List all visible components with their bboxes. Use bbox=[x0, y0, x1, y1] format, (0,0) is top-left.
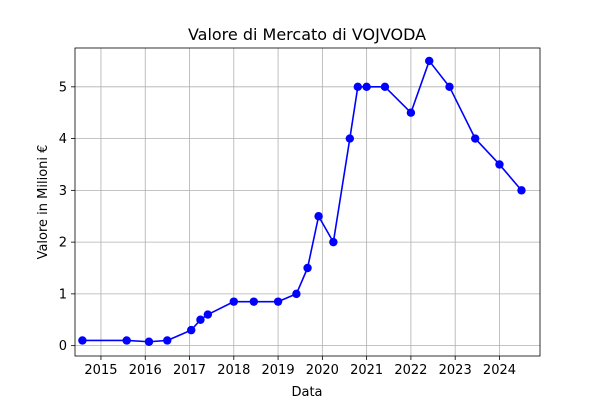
data-point bbox=[362, 82, 371, 92]
data-point bbox=[249, 297, 259, 306]
x-tick-label: 2018 bbox=[217, 363, 250, 378]
x-tick-label: 2019 bbox=[262, 363, 295, 378]
x-tick-label: 2023 bbox=[439, 363, 472, 378]
data-point bbox=[163, 336, 172, 345]
data-point bbox=[196, 315, 205, 324]
x-tick-label: 2020 bbox=[306, 363, 339, 378]
data-point bbox=[329, 237, 338, 247]
data-point bbox=[425, 56, 434, 66]
y-axis-label: Valore in Milioni € bbox=[36, 145, 51, 260]
data-point bbox=[187, 325, 196, 335]
data-point bbox=[406, 108, 416, 117]
y-tick-label: 3 bbox=[59, 184, 67, 199]
data-point bbox=[345, 134, 355, 143]
series-line bbox=[82, 60, 523, 343]
x-tick-label: 2022 bbox=[394, 363, 427, 378]
x-tick-label: 2021 bbox=[350, 363, 383, 378]
y-axis-ticks: 0 1 2 3 4 5 bbox=[59, 80, 75, 354]
y-tick-label: 1 bbox=[59, 287, 67, 302]
x-tick-label: 2017 bbox=[173, 363, 206, 378]
x-axis-label: Data bbox=[291, 385, 322, 400]
series-line-layer bbox=[82, 60, 523, 343]
data-point bbox=[78, 336, 87, 345]
data-point bbox=[495, 160, 504, 169]
data-points bbox=[78, 56, 526, 346]
data-point bbox=[445, 82, 454, 92]
y-tick-label: 2 bbox=[59, 236, 67, 251]
grid bbox=[75, 48, 540, 356]
y-tick-label: 5 bbox=[59, 80, 67, 95]
x-tick-label: 2015 bbox=[84, 363, 117, 378]
axes-frame bbox=[74, 47, 541, 357]
data-point bbox=[203, 310, 213, 319]
data-point bbox=[517, 186, 526, 195]
data-point bbox=[144, 337, 154, 346]
chart-title: Valore di Mercato di VOJVODA bbox=[188, 25, 426, 44]
data-point bbox=[353, 82, 362, 92]
x-tick-label: 2024 bbox=[483, 363, 516, 378]
data-point bbox=[314, 212, 323, 221]
data-point bbox=[273, 297, 283, 306]
data-point bbox=[122, 336, 131, 345]
data-point bbox=[229, 297, 238, 306]
x-tick-label: 2016 bbox=[129, 363, 162, 378]
y-tick-label: 0 bbox=[59, 339, 67, 354]
data-point bbox=[471, 134, 480, 143]
data-point bbox=[292, 289, 301, 299]
x-axis-ticks: 2015 2016 2017 2018 2019 2020 2021 2022 2023 2024 bbox=[84, 356, 516, 378]
data-point bbox=[303, 263, 312, 273]
y-tick-label: 4 bbox=[59, 132, 67, 147]
data-point bbox=[380, 82, 390, 92]
